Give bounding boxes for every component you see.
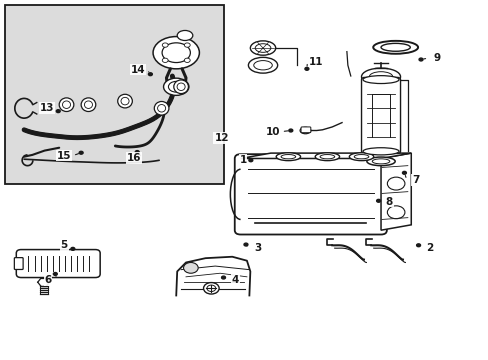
- Text: 15: 15: [57, 150, 71, 161]
- Ellipse shape: [250, 41, 275, 55]
- Text: 3: 3: [254, 243, 261, 253]
- FancyBboxPatch shape: [361, 77, 400, 153]
- Text: 5: 5: [61, 240, 67, 250]
- Circle shape: [56, 110, 60, 113]
- Ellipse shape: [168, 81, 183, 92]
- Circle shape: [162, 58, 168, 62]
- Text: 10: 10: [265, 127, 280, 136]
- Ellipse shape: [84, 101, 92, 108]
- Ellipse shape: [255, 44, 270, 52]
- Ellipse shape: [362, 148, 398, 155]
- Ellipse shape: [253, 60, 272, 70]
- Text: 1: 1: [239, 155, 246, 165]
- Circle shape: [416, 244, 420, 247]
- Circle shape: [71, 247, 75, 250]
- Circle shape: [248, 159, 252, 162]
- Text: 7: 7: [411, 175, 419, 185]
- Text: 4: 4: [231, 275, 239, 285]
- Ellipse shape: [121, 97, 129, 105]
- Ellipse shape: [62, 101, 70, 108]
- Text: 12: 12: [214, 133, 228, 143]
- Ellipse shape: [348, 153, 373, 161]
- Ellipse shape: [177, 31, 192, 41]
- Text: 9: 9: [433, 53, 440, 63]
- Ellipse shape: [276, 153, 300, 161]
- Ellipse shape: [163, 78, 188, 95]
- Circle shape: [183, 262, 198, 273]
- Circle shape: [418, 58, 422, 61]
- Circle shape: [79, 151, 83, 154]
- Ellipse shape: [353, 154, 368, 159]
- Circle shape: [386, 206, 404, 219]
- Ellipse shape: [173, 80, 188, 94]
- Ellipse shape: [118, 94, 132, 108]
- Ellipse shape: [162, 43, 190, 63]
- Ellipse shape: [153, 37, 199, 69]
- Ellipse shape: [300, 127, 310, 134]
- Circle shape: [53, 273, 57, 275]
- Circle shape: [148, 73, 152, 76]
- Circle shape: [184, 43, 190, 47]
- Ellipse shape: [380, 43, 409, 51]
- Polygon shape: [240, 153, 410, 158]
- Circle shape: [206, 285, 215, 292]
- Text: 16: 16: [126, 153, 141, 163]
- Circle shape: [402, 171, 406, 174]
- Text: 6: 6: [44, 275, 52, 285]
- Ellipse shape: [366, 157, 394, 166]
- Ellipse shape: [248, 57, 277, 73]
- Polygon shape: [380, 153, 410, 230]
- Text: 11: 11: [308, 57, 323, 67]
- Ellipse shape: [372, 41, 417, 54]
- Circle shape: [376, 199, 380, 202]
- Text: 13: 13: [40, 103, 54, 113]
- FancyBboxPatch shape: [16, 249, 100, 278]
- Circle shape: [135, 150, 139, 153]
- Circle shape: [203, 283, 219, 294]
- Ellipse shape: [361, 68, 400, 85]
- FancyBboxPatch shape: [14, 258, 23, 270]
- Text: 2: 2: [426, 243, 432, 253]
- Circle shape: [386, 177, 404, 190]
- Circle shape: [221, 276, 225, 279]
- Ellipse shape: [81, 98, 96, 112]
- Circle shape: [244, 243, 247, 246]
- Ellipse shape: [320, 154, 334, 159]
- Circle shape: [162, 43, 168, 47]
- Ellipse shape: [281, 154, 295, 159]
- FancyBboxPatch shape: [4, 5, 224, 184]
- Ellipse shape: [315, 153, 339, 161]
- Ellipse shape: [154, 102, 168, 115]
- Text: 8: 8: [385, 197, 392, 207]
- FancyBboxPatch shape: [301, 127, 310, 133]
- Ellipse shape: [368, 72, 392, 82]
- Text: 14: 14: [131, 64, 145, 75]
- FancyBboxPatch shape: [234, 154, 386, 234]
- Ellipse shape: [157, 104, 165, 112]
- Ellipse shape: [59, 98, 74, 112]
- Circle shape: [305, 67, 308, 70]
- Circle shape: [184, 58, 190, 62]
- Ellipse shape: [371, 159, 389, 164]
- Ellipse shape: [362, 76, 398, 84]
- Circle shape: [288, 129, 292, 132]
- Ellipse shape: [177, 83, 185, 90]
